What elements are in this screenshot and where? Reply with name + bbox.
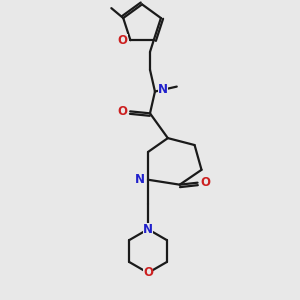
Text: N: N [158, 83, 168, 96]
Text: N: N [143, 223, 153, 236]
Text: O: O [143, 266, 153, 279]
Text: O: O [118, 34, 128, 47]
Text: O: O [200, 176, 211, 189]
Text: N: N [135, 173, 145, 186]
Text: O: O [117, 105, 127, 118]
